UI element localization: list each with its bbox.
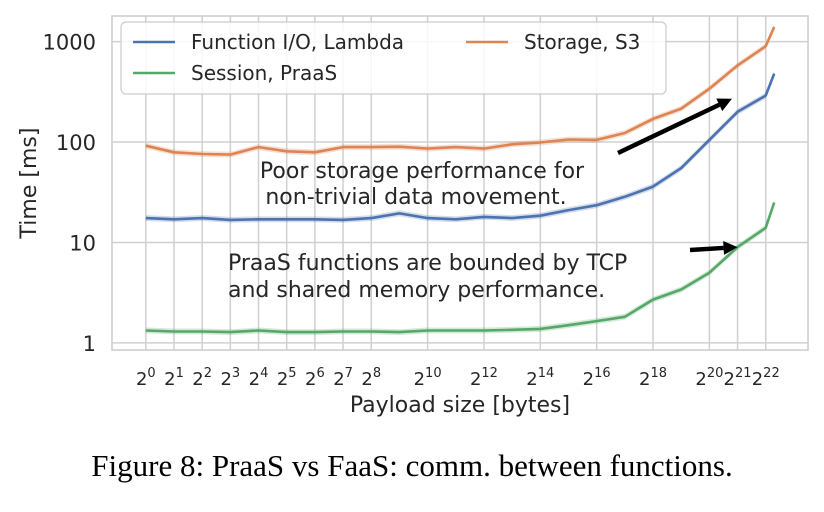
arrow-storage — [617, 98, 732, 156]
x-tick-label: 22 — [192, 366, 212, 390]
x-tick-label: 218 — [639, 366, 667, 390]
arrow-praas — [689, 240, 738, 255]
arrow-head — [716, 98, 732, 112]
x-axis-label: Payload size [bytes] — [350, 393, 570, 418]
annotation-praas-line2: and shared memory performance. — [228, 278, 605, 303]
x-tick-label: 23 — [220, 366, 240, 390]
series-line — [145, 26, 776, 156]
x-tick-label: 222 — [752, 366, 780, 390]
legend-label: Session, PraaS — [191, 61, 337, 85]
x-tick-label: 27 — [333, 366, 353, 390]
arrow-head — [723, 240, 738, 255]
annotations: Poor storage performance fornon-trivial … — [228, 98, 738, 303]
annotation-storage-line1: Poor storage performance for — [260, 159, 585, 184]
y-tick-label: 100 — [56, 131, 96, 155]
y-tick-label: 10 — [69, 231, 96, 255]
x-tick-label: 216 — [583, 366, 611, 390]
legend-box — [120, 21, 667, 95]
plot-frame — [111, 15, 809, 351]
chart-svg: 1 10 100 1000 20 21 22 23 24 25 26 27 28 210 212 214 216… — [17, 15, 809, 418]
x-tick-label: 28 — [361, 366, 381, 390]
x-tick-label: 214 — [526, 366, 554, 390]
annotation-praas-line1: PraaS functions are bounded by TCP — [228, 251, 627, 276]
x-tick-label: 26 — [305, 366, 325, 390]
series-line — [145, 73, 776, 222]
axes: 1 10 100 1000 20 21 22 23 24 25 26 27 28 210 212 214 216… — [17, 15, 809, 418]
x-tick-label: 21 — [164, 366, 184, 390]
y-axis-label: Time [ms] — [17, 128, 42, 240]
annotation-storage-line2: non-trivial data movement. — [265, 185, 566, 210]
x-tick-label: 210 — [414, 366, 442, 390]
arrow-shaft — [689, 245, 724, 253]
x-tick-label: 212 — [470, 366, 498, 390]
y-tick-label: 1 — [83, 332, 96, 356]
x-tick-label: 20 — [136, 366, 156, 390]
legend-label: Storage, S3 — [524, 30, 640, 54]
figure-caption: Figure 8: PraaS vs FaaS: comm. between f… — [91, 448, 733, 483]
x-tick-label: 24 — [249, 366, 269, 390]
x-tick-label: 221 — [724, 366, 752, 390]
arrow-shaft — [617, 102, 721, 156]
legend: Function I/O, Lambda Storage, S3 Session, … — [120, 21, 667, 95]
x-tick-label: 25 — [277, 366, 297, 390]
series-lines — [145, 26, 776, 334]
legend-label: Function I/O, Lambda — [191, 30, 404, 54]
series-line — [145, 202, 776, 334]
x-tick-label: 220 — [695, 366, 723, 390]
y-tick-label: 1000 — [43, 31, 96, 55]
